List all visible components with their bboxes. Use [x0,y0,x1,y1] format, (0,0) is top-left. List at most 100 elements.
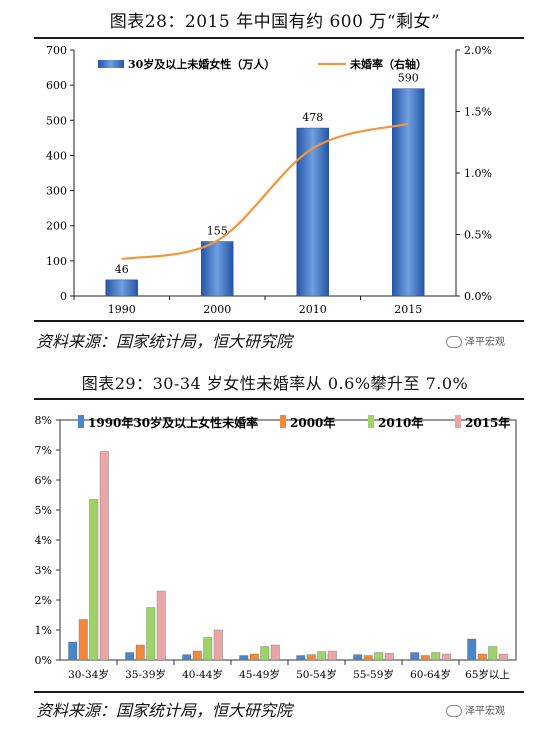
bar-1-6 [420,655,430,661]
bar-2-6 [431,652,441,661]
chart1-top-rule [34,37,524,39]
legend-label-line: 未婚率（右轴） [349,57,427,71]
y-tick-label: 6% [35,474,52,487]
bar-2-5 [374,652,384,661]
legend-label-3: 2015年 [465,415,510,430]
bar-0-1 [125,652,135,661]
chart1-title: 图表28：2015 年中国有约 600 万“剩女” [109,12,441,32]
x-tick-label: 65岁以上 [465,668,510,681]
y-tick-label: 3% [35,564,52,577]
x-tick-label: 2015 [394,303,422,316]
unmarried-rate-line [121,122,409,261]
chart1-bottom-rule [34,320,524,322]
legend-label-bars: 30岁及以上未婚女性（万人） [128,57,275,71]
y-tick-label: 600 [46,79,67,92]
bar-3-0 [99,451,109,661]
bar-2-7 [488,646,498,661]
bar-2-4 [317,651,327,661]
y-tick-label: 8% [35,414,52,427]
y-tick-label: 7% [35,444,52,457]
wechat-icon [446,336,462,348]
bar-2-0 [89,499,99,661]
x-tick-label: 50-54岁 [296,668,337,681]
chart1-watermark-text: 泽平宏观 [465,337,505,348]
legend-swatch-0 [78,415,84,428]
bar-1-0 [78,619,88,661]
x-tick-label: 2000 [203,303,231,316]
chart2-svg: 0% 1% 2% 3% 4% 5% 6% 7% 8% 30-34岁 35-39岁 40-44岁 45-4… [35,414,517,681]
bar-3-7 [498,653,508,661]
bar-2-3 [260,646,270,661]
bar-3-2 [213,629,223,661]
data-label-2015: 590 [398,72,419,85]
bar-3-1 [156,590,166,661]
bar-3-4 [327,650,337,661]
bar-3-5 [384,653,394,661]
chart2-bottom-rule [34,691,524,693]
chart2-top-rule [34,398,524,400]
y-tick-label: 4% [35,534,52,547]
y-tick-label: 100 [46,255,67,268]
bar-2-2 [203,637,213,661]
y-tick-label: 0 [60,290,67,303]
bar-3-3 [270,644,280,661]
x-tick-label: 55-59岁 [353,668,394,681]
y-tick-label: 0% [35,654,52,667]
x-tick-label: 40-44岁 [182,668,223,681]
y2-tick-label: 1.0% [464,167,492,180]
data-label-2010: 478 [302,111,323,124]
bar-2000 [201,241,234,297]
chart1-svg: 0 100 200 300 400 500 600 700 0.0% 0.5% 1.0% 1.5% 2.… [46,44,492,316]
bar-1-5 [363,655,373,661]
y-tick-label: 200 [46,220,67,233]
y2-tick-label: 0.5% [464,229,492,242]
bar-1-4 [306,654,316,661]
x-tick-label: 35-39岁 [125,668,166,681]
x-tick-label: 2010 [299,303,327,316]
bar-0-7 [467,638,477,661]
y-tick-label: 500 [46,114,67,127]
legend-swatch-bars [98,60,124,68]
x-tick-label: 30-34岁 [68,668,109,681]
legend-label-0: 1990年30岁及以上女性未婚率 [88,415,258,430]
data-label-2000: 155 [207,225,228,238]
legend-label-1: 2000年 [290,415,335,430]
data-label-1990: 46 [115,263,129,276]
bar-1990 [105,279,138,297]
chart2-watermark-text: 泽平宏观 [465,706,505,717]
bar-1-7 [477,653,487,661]
wechat-icon [446,705,462,717]
chart2-watermark: 泽平宏观 [446,702,505,717]
chart2-plot-frame [59,419,517,661]
bar-2010 [296,127,329,297]
bar-2-1 [146,607,156,661]
x-tick-label: 1990 [108,303,136,316]
y-tick-label: 300 [46,185,67,198]
x-tick-label: 60-64岁 [410,668,451,681]
chart2-title: 图表29：30-34 岁女性未婚率从 0.6%攀升至 7.0% [81,374,469,393]
bar-0-5 [353,654,363,661]
y-tick-label: 400 [46,149,67,162]
y2-tick-label: 0.0% [464,290,492,303]
legend-swatch-3 [455,415,461,428]
y-tick-label: 1% [35,624,52,637]
bar-3-6 [441,653,451,661]
chart1-source: 资料来源：国家统计局，恒大研究院 [36,332,293,351]
y-tick-label: 700 [46,44,67,57]
legend-label-2: 2010年 [378,415,423,430]
bar-0-2 [182,654,192,661]
bar-1-3 [249,653,259,661]
y-tick-label: 5% [35,504,52,517]
bar-0-4 [296,655,306,661]
x-tick-label: 45-49岁 [239,668,280,681]
bar-1-1 [135,644,145,661]
bar-0-6 [410,652,420,661]
legend-swatch-1 [280,415,286,428]
y-tick-label: 2% [35,594,52,607]
bar-1-2 [192,650,202,661]
bar-0-0 [68,641,78,661]
bar-0-3 [239,655,249,661]
bar-2015 [392,88,425,297]
chart1-watermark: 泽平宏观 [446,333,505,348]
legend-swatch-2 [368,415,374,428]
